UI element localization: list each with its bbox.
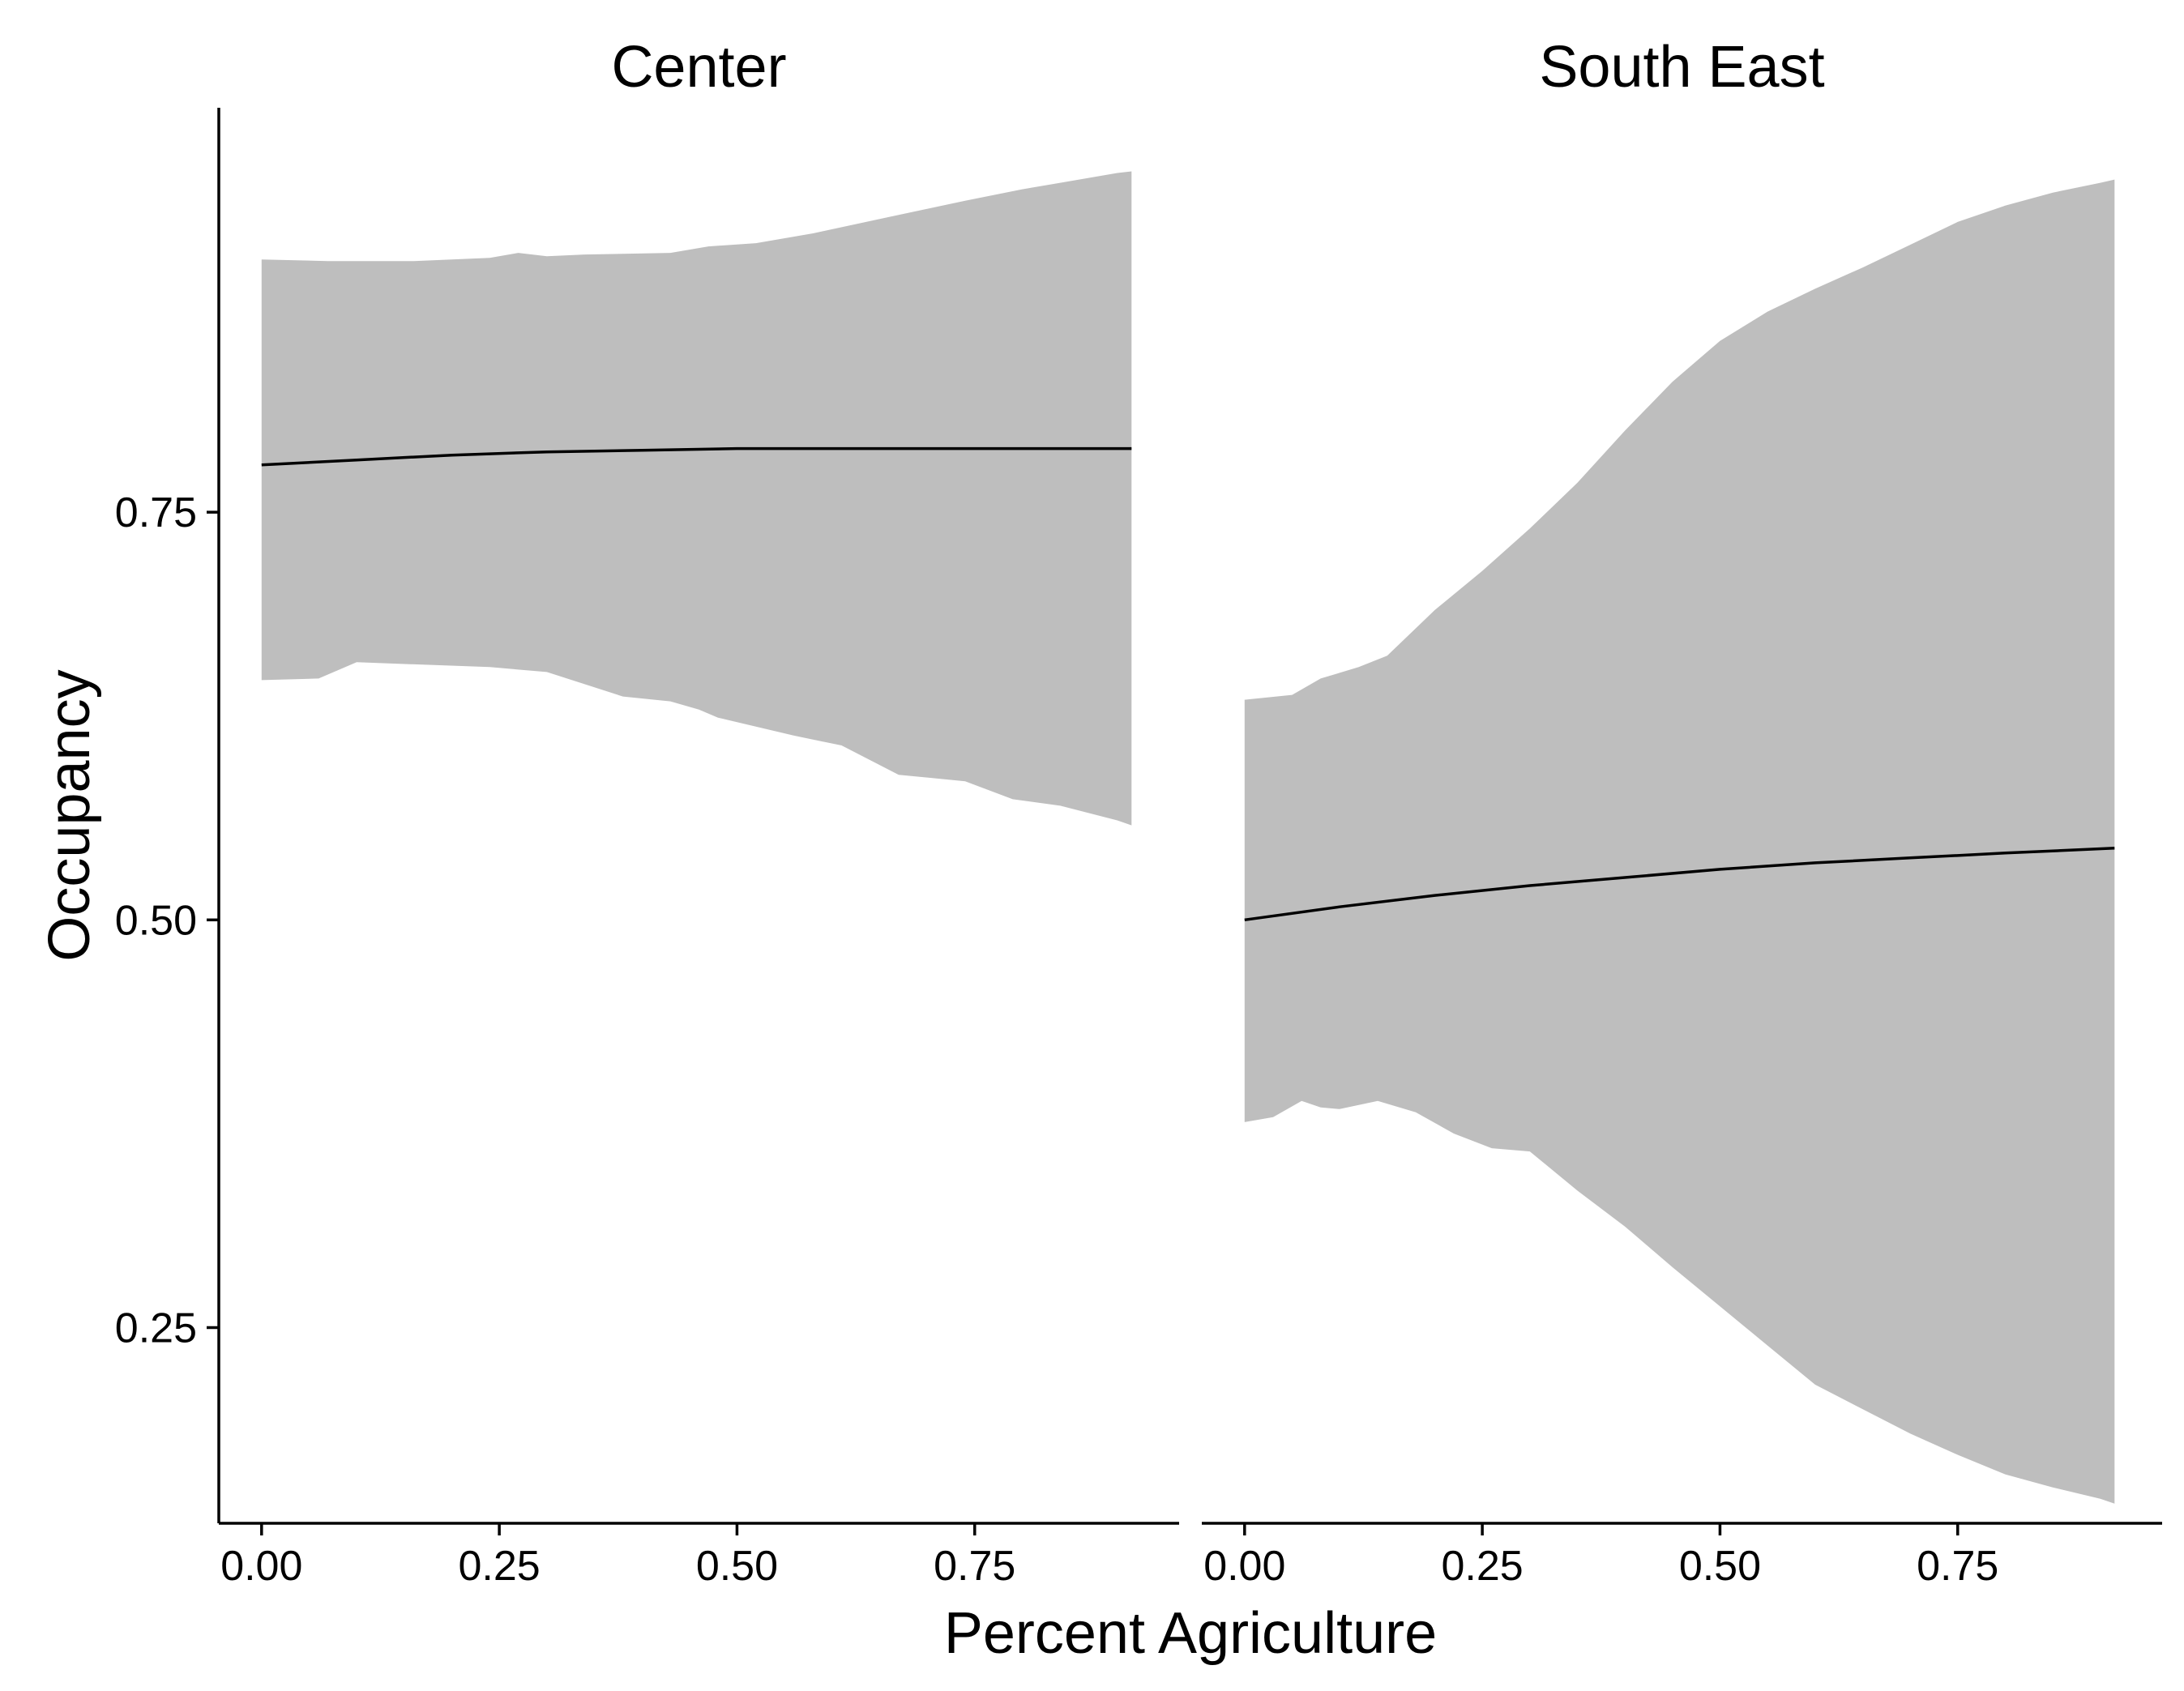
confidence-ribbon [261,171,1132,826]
y-axis-title: Occupancy [37,669,102,961]
x-tick-label: 0.50 [696,1543,778,1590]
panel-title: South East [1539,35,1824,100]
x-tick-label: 0.25 [459,1543,541,1590]
x-tick-label: 0.75 [934,1543,1015,1590]
panel-title: Center [611,35,786,100]
x-tick-label: 0.75 [1917,1543,1998,1590]
panel-south-east: South East [1244,35,2115,1504]
y-tick-label: 0.25 [115,1305,197,1352]
panel-center: Center [261,35,1132,826]
axes: 0.00 0.25 0.50 0.75 0.00 0.25 0.50 0.75 0.25 0.50… [115,108,2162,1590]
fitted-line [1244,847,2115,922]
x-axis-title: Percent Agriculture [944,1601,1437,1666]
x-tick-label: 0.25 [1442,1543,1524,1590]
x-tick-label: 0.00 [220,1543,302,1590]
x-tick-label: 0.50 [1679,1543,1761,1590]
x-tick-label: 0.00 [1203,1543,1285,1590]
y-tick-label: 0.75 [115,489,197,536]
confidence-ribbon [1244,179,2115,1504]
fitted-line [261,446,1132,467]
y-tick-label: 0.50 [115,897,197,944]
